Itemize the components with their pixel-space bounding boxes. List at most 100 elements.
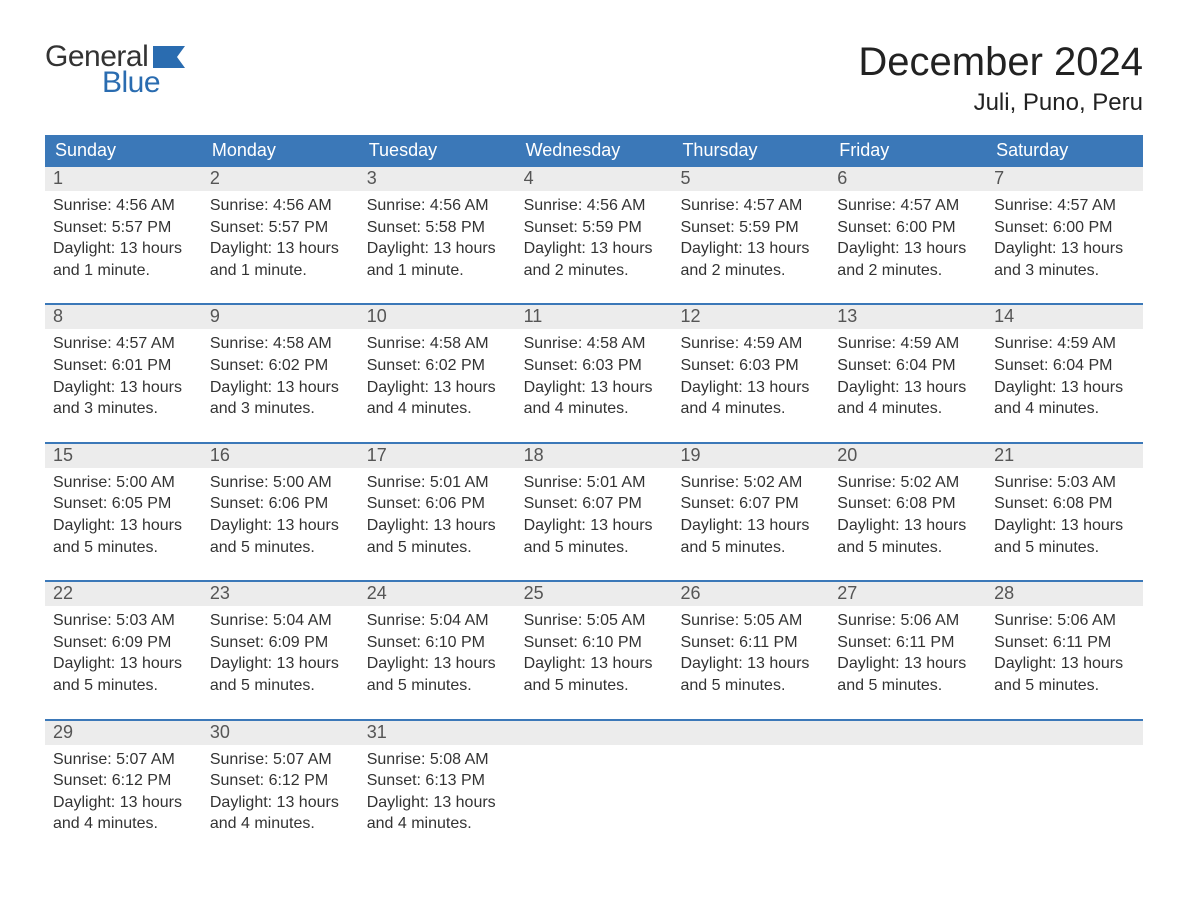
day-cell: 7Sunrise: 4:57 AMSunset: 6:00 PMDaylight… — [986, 167, 1143, 287]
day-number: 6 — [829, 167, 986, 191]
day-number: 25 — [516, 582, 673, 606]
day-header: Thursday — [672, 135, 829, 167]
month-title: December 2024 — [858, 40, 1143, 85]
day-header: Tuesday — [359, 135, 516, 167]
day-body: Sunrise: 5:03 AMSunset: 6:08 PMDaylight:… — [986, 468, 1143, 564]
sunrise-text: Sunrise: 4:59 AM — [680, 333, 821, 355]
day-number: 15 — [45, 444, 202, 468]
day-number: 8 — [45, 305, 202, 329]
sunset-text: Sunset: 6:10 PM — [524, 632, 665, 654]
week-row: 29Sunrise: 5:07 AMSunset: 6:12 PMDayligh… — [45, 719, 1143, 841]
day-cell: 18Sunrise: 5:01 AMSunset: 6:07 PMDayligh… — [516, 444, 673, 564]
day-body: Sunrise: 4:57 AMSunset: 5:59 PMDaylight:… — [672, 191, 829, 287]
day-cell: 9Sunrise: 4:58 AMSunset: 6:02 PMDaylight… — [202, 305, 359, 425]
sunrise-text: Sunrise: 5:02 AM — [837, 472, 978, 494]
week-row: 1Sunrise: 4:56 AMSunset: 5:57 PMDaylight… — [45, 167, 1143, 287]
sunset-text: Sunset: 6:07 PM — [524, 493, 665, 515]
day-number: 10 — [359, 305, 516, 329]
sunrise-text: Sunrise: 4:56 AM — [53, 195, 194, 217]
daylight-text: Daylight: 13 hours and 5 minutes. — [53, 515, 194, 558]
sunrise-text: Sunrise: 5:00 AM — [210, 472, 351, 494]
day-body: Sunrise: 4:57 AMSunset: 6:01 PMDaylight:… — [45, 329, 202, 425]
sunset-text: Sunset: 6:02 PM — [367, 355, 508, 377]
day-body: Sunrise: 5:01 AMSunset: 6:06 PMDaylight:… — [359, 468, 516, 564]
day-cell: 10Sunrise: 4:58 AMSunset: 6:02 PMDayligh… — [359, 305, 516, 425]
day-cell: 21Sunrise: 5:03 AMSunset: 6:08 PMDayligh… — [986, 444, 1143, 564]
daylight-text: Daylight: 13 hours and 4 minutes. — [210, 792, 351, 835]
day-number: 29 — [45, 721, 202, 745]
daylight-text: Daylight: 13 hours and 2 minutes. — [524, 238, 665, 281]
sunset-text: Sunset: 6:00 PM — [994, 217, 1135, 239]
daylight-text: Daylight: 13 hours and 5 minutes. — [680, 653, 821, 696]
day-header: Wednesday — [516, 135, 673, 167]
flag-icon — [153, 46, 185, 68]
sunrise-text: Sunrise: 5:04 AM — [367, 610, 508, 632]
weeks-container: 1Sunrise: 4:56 AMSunset: 5:57 PMDaylight… — [45, 167, 1143, 841]
sunset-text: Sunset: 6:01 PM — [53, 355, 194, 377]
day-body: Sunrise: 4:57 AMSunset: 6:00 PMDaylight:… — [829, 191, 986, 287]
daylight-text: Daylight: 13 hours and 4 minutes. — [680, 377, 821, 420]
day-cell: 20Sunrise: 5:02 AMSunset: 6:08 PMDayligh… — [829, 444, 986, 564]
sunset-text: Sunset: 6:09 PM — [53, 632, 194, 654]
day-number: 18 — [516, 444, 673, 468]
sunrise-text: Sunrise: 4:57 AM — [994, 195, 1135, 217]
daylight-text: Daylight: 13 hours and 5 minutes. — [210, 515, 351, 558]
day-number: 7 — [986, 167, 1143, 191]
day-number: 14 — [986, 305, 1143, 329]
day-body: Sunrise: 4:59 AMSunset: 6:04 PMDaylight:… — [829, 329, 986, 425]
day-number: 3 — [359, 167, 516, 191]
daylight-text: Daylight: 13 hours and 5 minutes. — [524, 515, 665, 558]
day-number: 19 — [672, 444, 829, 468]
day-header: Friday — [829, 135, 986, 167]
day-cell: 25Sunrise: 5:05 AMSunset: 6:10 PMDayligh… — [516, 582, 673, 702]
day-body: Sunrise: 5:06 AMSunset: 6:11 PMDaylight:… — [986, 606, 1143, 702]
day-number: 17 — [359, 444, 516, 468]
day-number: 13 — [829, 305, 986, 329]
day-header: Sunday — [45, 135, 202, 167]
daylight-text: Daylight: 13 hours and 4 minutes. — [53, 792, 194, 835]
day-cell: 19Sunrise: 5:02 AMSunset: 6:07 PMDayligh… — [672, 444, 829, 564]
day-number-empty — [672, 721, 829, 745]
day-header: Monday — [202, 135, 359, 167]
day-cell: 2Sunrise: 4:56 AMSunset: 5:57 PMDaylight… — [202, 167, 359, 287]
day-body: Sunrise: 4:58 AMSunset: 6:02 PMDaylight:… — [359, 329, 516, 425]
day-cell: 30Sunrise: 5:07 AMSunset: 6:12 PMDayligh… — [202, 721, 359, 841]
day-body: Sunrise: 4:57 AMSunset: 6:00 PMDaylight:… — [986, 191, 1143, 287]
page-header: General Blue December 2024 Juli, Puno, P… — [45, 40, 1143, 117]
sunrise-text: Sunrise: 5:03 AM — [53, 610, 194, 632]
day-cell: 11Sunrise: 4:58 AMSunset: 6:03 PMDayligh… — [516, 305, 673, 425]
day-number: 2 — [202, 167, 359, 191]
day-cell: 12Sunrise: 4:59 AMSunset: 6:03 PMDayligh… — [672, 305, 829, 425]
day-body: Sunrise: 5:08 AMSunset: 6:13 PMDaylight:… — [359, 745, 516, 841]
day-cell — [829, 721, 986, 841]
daylight-text: Daylight: 13 hours and 4 minutes. — [837, 377, 978, 420]
day-cell: 1Sunrise: 4:56 AMSunset: 5:57 PMDaylight… — [45, 167, 202, 287]
day-body: Sunrise: 5:03 AMSunset: 6:09 PMDaylight:… — [45, 606, 202, 702]
sunrise-text: Sunrise: 4:58 AM — [367, 333, 508, 355]
sunrise-text: Sunrise: 4:56 AM — [524, 195, 665, 217]
day-cell: 17Sunrise: 5:01 AMSunset: 6:06 PMDayligh… — [359, 444, 516, 564]
sunrise-text: Sunrise: 5:08 AM — [367, 749, 508, 771]
day-body: Sunrise: 5:02 AMSunset: 6:08 PMDaylight:… — [829, 468, 986, 564]
daylight-text: Daylight: 13 hours and 1 minute. — [53, 238, 194, 281]
day-cell: 26Sunrise: 5:05 AMSunset: 6:11 PMDayligh… — [672, 582, 829, 702]
sunset-text: Sunset: 6:11 PM — [994, 632, 1135, 654]
daylight-text: Daylight: 13 hours and 5 minutes. — [210, 653, 351, 696]
day-number-empty — [986, 721, 1143, 745]
day-cell: 13Sunrise: 4:59 AMSunset: 6:04 PMDayligh… — [829, 305, 986, 425]
day-number: 12 — [672, 305, 829, 329]
day-number: 26 — [672, 582, 829, 606]
day-cell — [986, 721, 1143, 841]
day-cell — [672, 721, 829, 841]
daylight-text: Daylight: 13 hours and 5 minutes. — [53, 653, 194, 696]
day-number-empty — [516, 721, 673, 745]
day-cell: 23Sunrise: 5:04 AMSunset: 6:09 PMDayligh… — [202, 582, 359, 702]
sunset-text: Sunset: 6:11 PM — [680, 632, 821, 654]
daylight-text: Daylight: 13 hours and 5 minutes. — [367, 515, 508, 558]
daylight-text: Daylight: 13 hours and 5 minutes. — [680, 515, 821, 558]
day-body: Sunrise: 4:59 AMSunset: 6:03 PMDaylight:… — [672, 329, 829, 425]
day-cell: 15Sunrise: 5:00 AMSunset: 6:05 PMDayligh… — [45, 444, 202, 564]
sunset-text: Sunset: 6:06 PM — [210, 493, 351, 515]
day-body: Sunrise: 5:06 AMSunset: 6:11 PMDaylight:… — [829, 606, 986, 702]
sunrise-text: Sunrise: 5:07 AM — [210, 749, 351, 771]
